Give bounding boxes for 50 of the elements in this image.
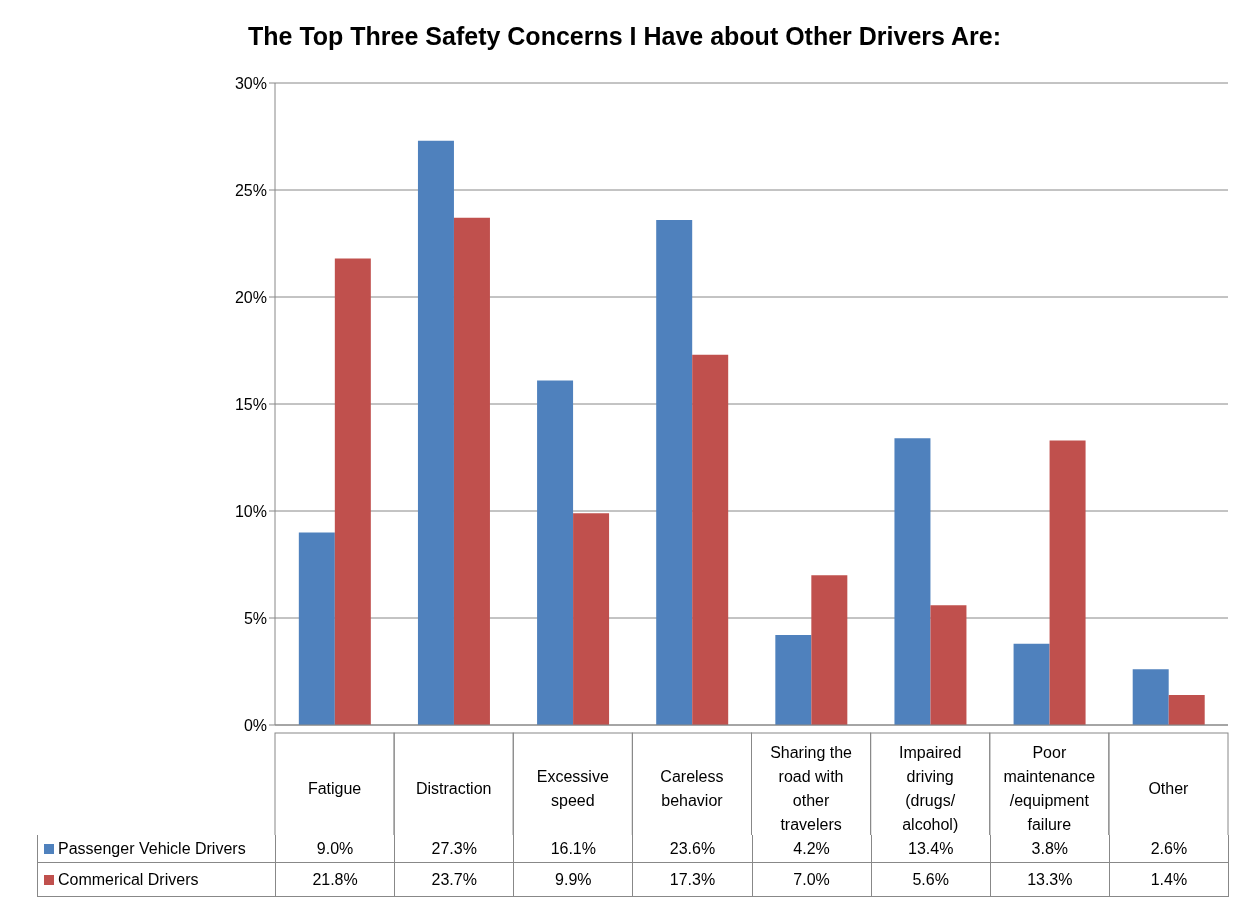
bar — [1049, 440, 1086, 725]
x-tick-label: Distraction — [415, 780, 492, 797]
y-tick-label: 5% — [243, 609, 267, 627]
data-label: 23.7% — [395, 863, 515, 896]
data-label: 3.8% — [990, 835, 1110, 862]
data-label: 27.3% — [395, 835, 515, 862]
data-label: 9.0% — [276, 835, 396, 862]
x-tick-label: Careless behavior — [660, 768, 724, 809]
bar — [298, 532, 335, 725]
x-tick-label: Sharing the road with other travelers — [770, 744, 853, 833]
bar — [537, 380, 574, 725]
legend-label: Passenger Vehicle Drivers — [58, 839, 246, 858]
data-label: 16.1% — [514, 835, 634, 862]
bar — [453, 217, 490, 725]
data-label: 5.6% — [871, 863, 991, 896]
bar — [656, 219, 693, 725]
x-tick-label: Other — [1148, 780, 1190, 797]
bar — [811, 575, 848, 725]
bar — [894, 438, 931, 725]
bar — [930, 605, 967, 725]
data-label: 2.6% — [1109, 835, 1229, 862]
data-label: 4.2% — [752, 835, 872, 862]
y-tick-label: 15% — [234, 395, 267, 413]
y-tick-label: 25% — [234, 181, 267, 199]
chart-title: The Top Three Safety Concerns I Have about Other Drivers Are: — [247, 22, 1002, 51]
data-label: 13.3% — [990, 863, 1110, 896]
bar — [573, 513, 610, 725]
bar — [775, 635, 812, 725]
data-label: 23.6% — [633, 835, 753, 862]
data-label: 9.9% — [514, 863, 634, 896]
legend-label: Commerical Drivers — [58, 870, 199, 889]
data-label: 1.4% — [1109, 863, 1229, 896]
x-tick-label: Impaired driving (drugs/ alcohol) — [899, 744, 962, 833]
y-tick-label: 20% — [234, 288, 267, 306]
bar — [417, 140, 454, 725]
bar — [334, 258, 371, 725]
x-tick-label: Poor maintenance /equipment failure — [1003, 744, 1096, 833]
x-tick-label: Fatigue — [307, 780, 362, 797]
data-label: 17.3% — [633, 863, 753, 896]
bar — [692, 354, 729, 725]
x-tick-label: Excessive speed — [536, 768, 609, 809]
y-tick-label: 30% — [234, 74, 267, 92]
data-label: 7.0% — [752, 863, 872, 896]
y-tick-label: 0% — [243, 716, 267, 734]
bar — [1132, 669, 1169, 725]
data-label: 13.4% — [871, 835, 991, 862]
y-tick-label: 10% — [234, 502, 267, 520]
data-label: 21.8% — [276, 863, 396, 896]
bar — [1013, 643, 1050, 725]
bar — [1168, 695, 1205, 725]
